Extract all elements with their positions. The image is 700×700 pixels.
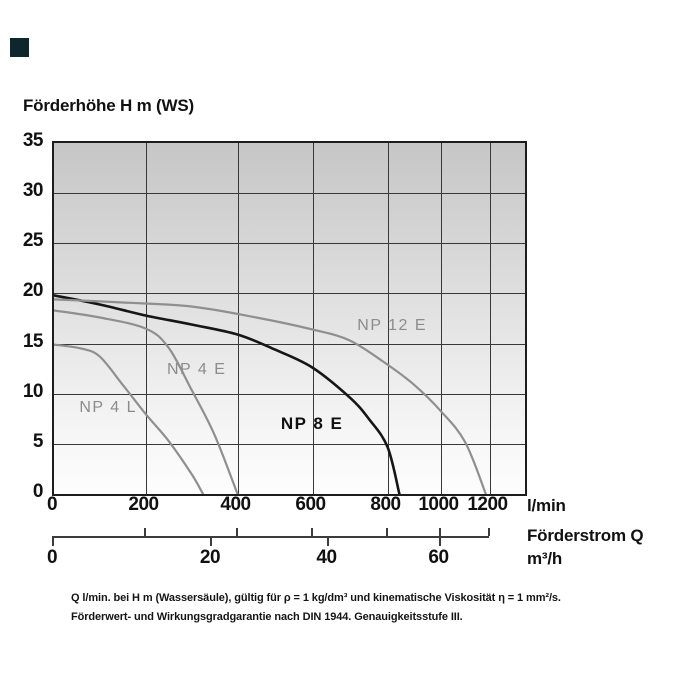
m3h-axis-uptick xyxy=(143,528,146,536)
m3h-axis-uptick xyxy=(310,528,313,536)
v-gridline xyxy=(387,143,389,494)
v-gridline xyxy=(312,143,314,494)
x-tick-label-lpm: 400 xyxy=(220,494,251,515)
x-tick-label-m3h: 40 xyxy=(316,547,337,568)
m3h-axis-downtick xyxy=(326,538,329,546)
h-gridline xyxy=(54,393,525,395)
v-gridline xyxy=(237,143,239,494)
m3h-axis-downtick xyxy=(438,538,441,546)
x-tick-label-lpm: 1200 xyxy=(467,494,508,515)
pump-curves xyxy=(54,294,487,494)
corner-marker xyxy=(10,38,29,57)
x-tick-label-lpm: 800 xyxy=(370,494,401,515)
h-gridline xyxy=(54,343,525,345)
v-gridline xyxy=(145,143,147,494)
y-tick-label: 20 xyxy=(22,280,44,302)
series-label-np-8-e: NP 8 E xyxy=(280,414,344,434)
y-tick-label: 15 xyxy=(22,330,44,352)
x-tick-label-lpm: 0 xyxy=(46,494,58,515)
footnote-line-2: Förderwert- und Wirkungsgradgarantie nac… xyxy=(71,611,463,623)
y-tick-label: 10 xyxy=(22,380,44,402)
curve-np-4-e xyxy=(54,309,239,494)
y-tick-label: 0 xyxy=(32,481,44,502)
footnote-line-1: Q l/min. bei H m (Wassersäule), gültig f… xyxy=(71,592,561,604)
m3h-axis-uptick xyxy=(235,528,238,536)
x-tick-label-m3h: 20 xyxy=(199,547,221,568)
x-tick-label-lpm: 1000 xyxy=(418,494,459,515)
chart-plot-area: NP 4 L NP 4 E NP 8 E NP 12 E xyxy=(52,141,527,496)
curve-np-4-l xyxy=(54,343,205,494)
m3h-axis-uptick xyxy=(438,528,441,536)
h-gridline xyxy=(54,193,525,195)
y-tick-label: 25 xyxy=(22,230,44,252)
y-tick-label: 5 xyxy=(32,430,44,452)
m3h-axis-downtick xyxy=(210,538,212,546)
series-label-np-12-e: NP 12 E xyxy=(357,316,428,334)
h-gridline xyxy=(54,443,525,445)
x-tick-label-m3h: 60 xyxy=(428,547,449,568)
h-gridline xyxy=(54,243,525,245)
v-gridline xyxy=(440,143,442,494)
curve-np-8-e xyxy=(54,294,401,494)
x-unit-m3h: m³/h xyxy=(527,549,563,568)
x-tick-label-lpm: 600 xyxy=(295,494,326,515)
x-tick-label-lpm: 200 xyxy=(128,494,159,515)
series-label-np-4-e: NP 4 E xyxy=(167,361,227,379)
v-gridline xyxy=(489,143,491,494)
chart-title: Förderhöhe H m (WS) xyxy=(23,96,194,115)
y-tick-label: 30 xyxy=(22,180,44,202)
m3h-axis-uptick xyxy=(487,528,490,536)
x-unit-lpm: l/min xyxy=(527,496,566,515)
y-tick-label: 35 xyxy=(22,130,44,151)
x-tick-label-m3h: 0 xyxy=(46,547,58,568)
m3h-axis-line xyxy=(52,536,489,538)
h-gridline xyxy=(54,293,525,295)
m3h-axis-uptick xyxy=(385,528,388,536)
m3h-axis-downtick xyxy=(52,538,54,546)
x-axis-title: Förderstrom Q xyxy=(527,526,644,545)
series-label-np-4-l: NP 4 L xyxy=(79,399,137,416)
curve-np-12-e xyxy=(54,298,487,494)
